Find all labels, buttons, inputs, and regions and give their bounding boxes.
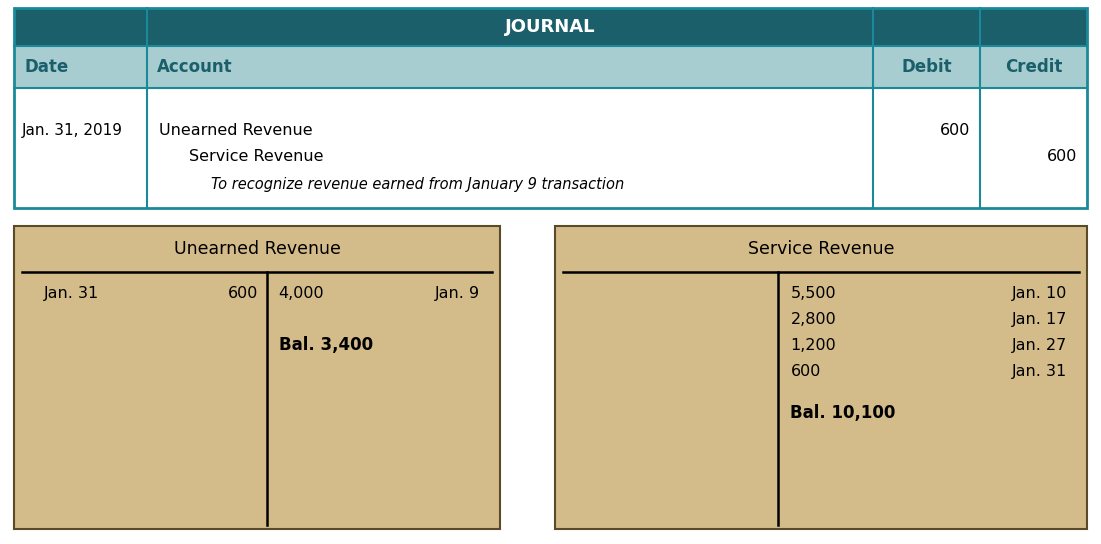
Text: Service Revenue: Service Revenue bbox=[748, 240, 894, 258]
Text: 600: 600 bbox=[1047, 149, 1077, 164]
Text: Date: Date bbox=[24, 58, 68, 76]
Text: 600: 600 bbox=[228, 286, 259, 301]
Text: Unearned Revenue: Unearned Revenue bbox=[159, 123, 313, 138]
Text: Unearned Revenue: Unearned Revenue bbox=[174, 240, 340, 258]
Bar bbox=[14, 88, 1087, 208]
Text: 1,200: 1,200 bbox=[791, 338, 836, 353]
Text: Jan. 31, 2019: Jan. 31, 2019 bbox=[22, 122, 123, 138]
Bar bbox=[14, 8, 1087, 208]
Text: To recognize revenue earned from January 9 transaction: To recognize revenue earned from January… bbox=[211, 177, 624, 192]
Text: Jan. 31: Jan. 31 bbox=[1012, 364, 1067, 379]
Text: Jan. 17: Jan. 17 bbox=[1012, 312, 1067, 327]
Bar bbox=[555, 226, 1087, 529]
Text: Debit: Debit bbox=[902, 58, 951, 76]
Text: Account: Account bbox=[157, 58, 232, 76]
Text: Service Revenue: Service Revenue bbox=[189, 149, 324, 164]
Text: 5,500: 5,500 bbox=[791, 286, 836, 301]
Text: Jan. 27: Jan. 27 bbox=[1012, 338, 1067, 353]
Text: Bal. 3,400: Bal. 3,400 bbox=[279, 336, 373, 354]
Bar bbox=[14, 46, 1087, 88]
Text: 600: 600 bbox=[791, 364, 821, 379]
Text: 4,000: 4,000 bbox=[279, 286, 325, 301]
Text: Jan. 10: Jan. 10 bbox=[1012, 286, 1067, 301]
Text: 600: 600 bbox=[939, 123, 970, 138]
Text: Jan. 9: Jan. 9 bbox=[435, 286, 480, 301]
Text: Bal. 10,100: Bal. 10,100 bbox=[791, 404, 896, 422]
Text: Jan. 31: Jan. 31 bbox=[44, 286, 99, 301]
Bar bbox=[14, 226, 500, 529]
Text: 2,800: 2,800 bbox=[791, 312, 836, 327]
Text: JOURNAL: JOURNAL bbox=[505, 18, 596, 36]
Text: Credit: Credit bbox=[1005, 58, 1062, 76]
Bar bbox=[14, 8, 1087, 46]
